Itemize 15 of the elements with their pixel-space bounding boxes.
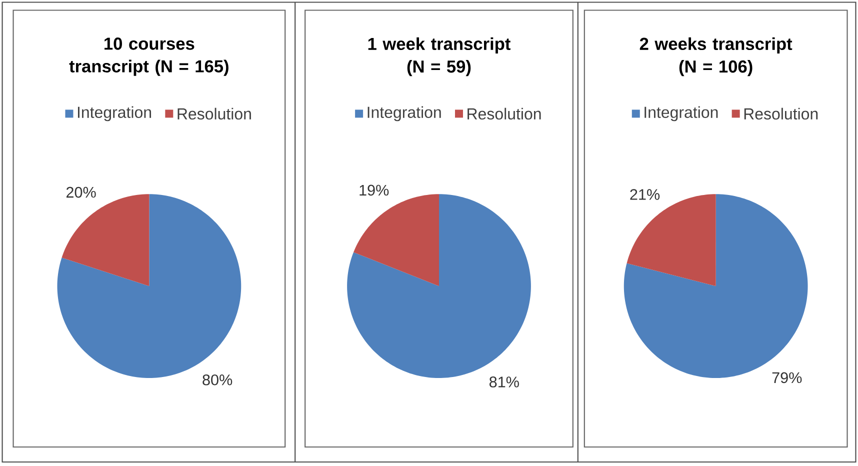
data-label: 80% [202, 374, 232, 386]
legend-label: Resolution [178, 108, 251, 120]
chart-title: 10 courses transcript (N = 165) [69, 37, 228, 76]
legend-label: Resolution [744, 108, 818, 120]
chart-title: 2 weeks transcript (N = 106) [640, 37, 792, 76]
legend-label: Integration [368, 106, 441, 122]
legend-label: Integration [78, 106, 152, 122]
data-label: 19% [360, 184, 389, 196]
data-label: 20% [66, 186, 96, 198]
chart-title: 1 week transcript (N = 59) [368, 37, 510, 76]
data-label: 21% [630, 188, 660, 200]
data-label: 81% [489, 376, 519, 388]
legend-label: Integration [644, 106, 718, 122]
legend-label: Resolution [468, 108, 541, 120]
data-label: 79% [772, 372, 802, 383]
